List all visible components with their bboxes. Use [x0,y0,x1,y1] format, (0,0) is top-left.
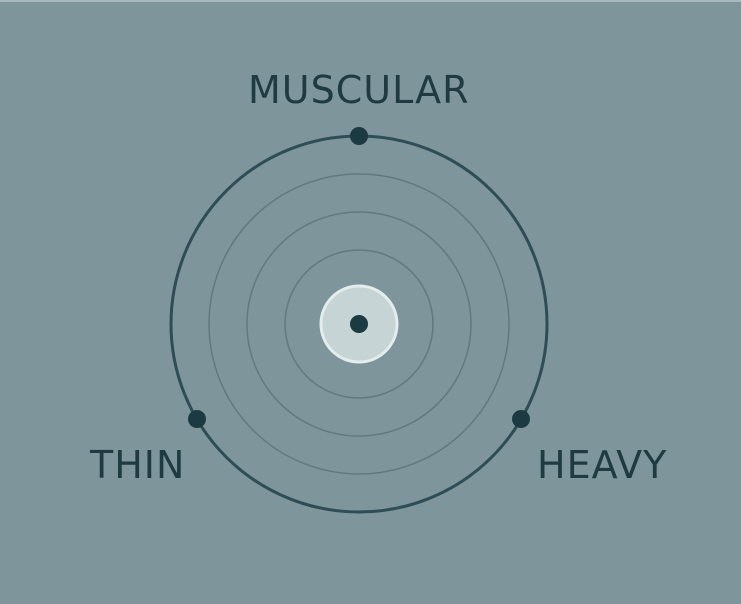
option-label-thin: THIN [90,443,186,487]
center-dot [350,315,368,333]
anchor-dot-heavy[interactable] [512,410,530,428]
option-label-muscular: MUSCULAR [248,68,470,112]
guide-ring-4 [208,173,510,475]
option-label-heavy: HEAVY [537,443,668,487]
anchor-dot-thin[interactable] [188,410,206,428]
guide-ring-2 [284,249,434,399]
anchor-dot-muscular[interactable] [350,127,368,145]
guide-ring-3 [246,211,472,437]
